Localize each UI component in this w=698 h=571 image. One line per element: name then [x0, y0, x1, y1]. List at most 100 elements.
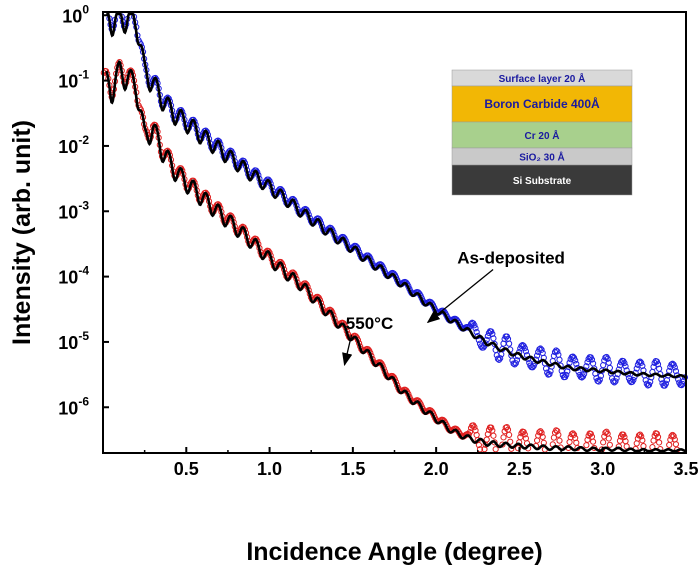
data-point: [645, 381, 653, 388]
inset-layer-label: Boron Carbide 400Å: [484, 96, 600, 111]
data-point: [475, 441, 482, 449]
data-point: [466, 428, 474, 436]
data-point: [639, 437, 646, 444]
layer-stack-inset: Surface layer 20 Å Boron Carbide 400Å Cr 2…: [451, 69, 633, 196]
data-point: [563, 371, 570, 379]
data-point: [670, 433, 677, 440]
data-point: [555, 431, 562, 438]
data-point: [681, 374, 688, 381]
data-point: [581, 370, 588, 378]
x-tick-label: 3.5: [673, 459, 698, 479]
data-point: [490, 432, 497, 439]
data-point: [554, 348, 561, 355]
data-point: [546, 371, 553, 378]
data-point: [517, 434, 524, 441]
data-point: [489, 330, 496, 338]
y-tick-label: 10-3: [58, 198, 89, 222]
data-point: [492, 446, 499, 453]
data-point: [650, 437, 657, 444]
data-point: [584, 359, 591, 366]
data-point: [589, 438, 597, 445]
data-point: [495, 356, 503, 363]
y-axis-ticks: 100 10-1 10-2 10-3 10-4 10-5 10-6: [58, 2, 109, 418]
data-point: [476, 446, 484, 453]
data-point: [542, 365, 550, 372]
x-tick-label: 1.5: [340, 459, 365, 479]
data-point: [488, 424, 495, 431]
data-point: [536, 346, 543, 353]
inset-layer-label: Si Substrate: [513, 176, 572, 187]
data-point: [621, 433, 628, 441]
data-point: [533, 352, 541, 359]
data-point: [610, 378, 617, 385]
y-tick-label: 10-1: [58, 68, 89, 92]
data-point: [588, 356, 596, 363]
data-point: [514, 445, 522, 452]
data-point: [539, 433, 546, 440]
data-point: [606, 441, 613, 448]
data-point: [621, 359, 628, 367]
data-point: [471, 322, 478, 329]
data-point: [672, 441, 680, 448]
fit-curve: [105, 60, 686, 453]
data-point: [666, 441, 673, 449]
data-point: [556, 437, 563, 444]
x-axis-title: Incidence Angle (degree): [246, 538, 542, 566]
x-axis-ticks: 0.5 1.0 1.5 2.0 2.5 3.0 3.5: [143, 447, 698, 479]
data-point: [570, 431, 578, 438]
fit-layer: [105, 12, 687, 453]
inset-layer: [451, 85, 633, 123]
data-point: [584, 436, 591, 443]
x-tick-label: 1.0: [257, 459, 282, 479]
x-tick-label: 2.5: [507, 459, 532, 479]
inset-layer-label: Surface layer 20 Å: [499, 72, 586, 85]
data-point: [481, 446, 488, 453]
data-point: [600, 439, 607, 446]
x-tick-label: 2.0: [424, 459, 449, 479]
data-point: [490, 335, 497, 342]
annotations: As-deposited 550°C: [342, 249, 565, 367]
data-point: [522, 348, 530, 355]
data-point: [482, 340, 489, 347]
data-point: [538, 346, 545, 353]
data-point: [668, 433, 675, 440]
data-point: [653, 430, 660, 437]
data-point: [497, 355, 504, 362]
y-axis-title: Intensity (arb. unit): [8, 120, 36, 345]
y-tick-label: 100: [62, 2, 89, 26]
data-point: [152, 74, 159, 82]
data-point: [484, 431, 491, 438]
data-point: [506, 340, 513, 347]
inset-layer-label: SiO₂ 30 Å: [519, 151, 565, 164]
data-point: [500, 434, 507, 441]
data-point: [672, 367, 680, 375]
data-point: [506, 431, 513, 439]
data-point: [538, 429, 545, 436]
data-point: [640, 442, 647, 450]
data-point: [587, 430, 594, 437]
data-point: [654, 361, 662, 368]
data-point: [638, 359, 645, 366]
data-point: [630, 376, 637, 384]
data-point: [633, 365, 640, 372]
x-tick-label: 3.0: [590, 459, 615, 479]
data-point: [564, 368, 571, 375]
annotation-label: As-deposited: [457, 249, 565, 268]
data-point: [499, 441, 506, 448]
data-point: [554, 427, 561, 435]
annotation-arrow: [426, 269, 494, 324]
data-point: [604, 355, 611, 362]
data-point: [190, 116, 197, 123]
data-point: [510, 360, 517, 367]
data-point: [521, 431, 528, 438]
data-point: [592, 370, 599, 377]
data-point: [639, 362, 646, 370]
data-point: [556, 356, 563, 363]
data-point: [521, 344, 528, 352]
fit-curve: [106, 12, 687, 379]
annotation-arrow: [342, 334, 353, 367]
data-point: [662, 380, 669, 387]
data-point: [127, 67, 134, 74]
data-point: [605, 435, 612, 442]
